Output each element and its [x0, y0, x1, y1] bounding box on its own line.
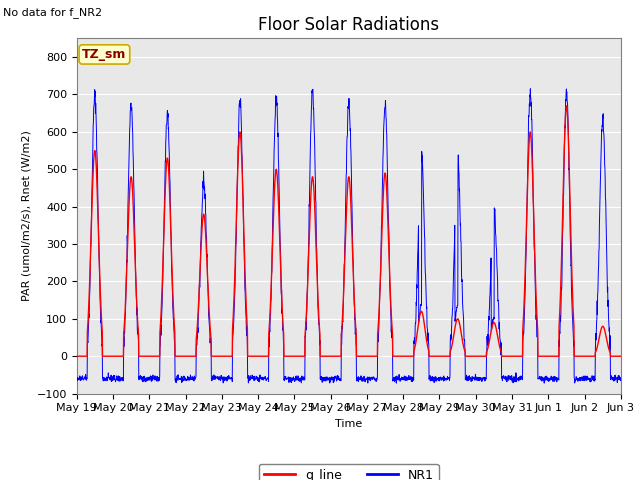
X-axis label: Time: Time — [335, 419, 362, 429]
Y-axis label: PAR (umol/m2/s), Rnet (W/m2): PAR (umol/m2/s), Rnet (W/m2) — [21, 131, 31, 301]
Legend: q_line, NR1: q_line, NR1 — [259, 464, 439, 480]
Text: TZ_sm: TZ_sm — [82, 48, 127, 61]
Text: No data for f_NR2: No data for f_NR2 — [3, 7, 102, 18]
Title: Floor Solar Radiations: Floor Solar Radiations — [258, 16, 440, 34]
